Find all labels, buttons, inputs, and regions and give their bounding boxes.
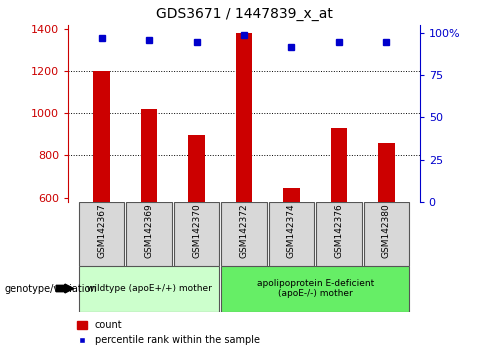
Legend: count, percentile rank within the sample: count, percentile rank within the sample [73, 316, 264, 349]
FancyBboxPatch shape [174, 202, 219, 266]
Text: GSM142380: GSM142380 [382, 203, 391, 258]
Text: GSM142367: GSM142367 [97, 203, 106, 258]
Text: GSM142372: GSM142372 [240, 203, 248, 258]
Text: GSM142376: GSM142376 [334, 203, 344, 258]
Text: GSM142374: GSM142374 [287, 203, 296, 258]
Bar [331, 128, 347, 202]
Bar [283, 188, 300, 202]
FancyBboxPatch shape [316, 202, 362, 266]
Bar [188, 136, 205, 202]
FancyBboxPatch shape [79, 202, 124, 266]
Text: genotype/variation: genotype/variation [5, 284, 98, 293]
FancyBboxPatch shape [126, 202, 172, 266]
Text: wildtype (apoE+/+) mother: wildtype (apoE+/+) mother [86, 284, 211, 293]
FancyBboxPatch shape [364, 202, 409, 266]
Bar [93, 71, 110, 202]
FancyBboxPatch shape [269, 202, 314, 266]
Bar [378, 143, 395, 202]
Text: GSM142370: GSM142370 [192, 203, 201, 258]
FancyBboxPatch shape [221, 266, 409, 312]
Bar [236, 33, 252, 202]
FancyBboxPatch shape [221, 202, 267, 266]
Text: apolipoprotein E-deficient
(apoE-/-) mother: apolipoprotein E-deficient (apoE-/-) mot… [257, 279, 374, 298]
Text: GSM142369: GSM142369 [144, 203, 154, 258]
FancyBboxPatch shape [79, 266, 219, 312]
Bar [141, 109, 157, 202]
Title: GDS3671 / 1447839_x_at: GDS3671 / 1447839_x_at [156, 7, 332, 21]
